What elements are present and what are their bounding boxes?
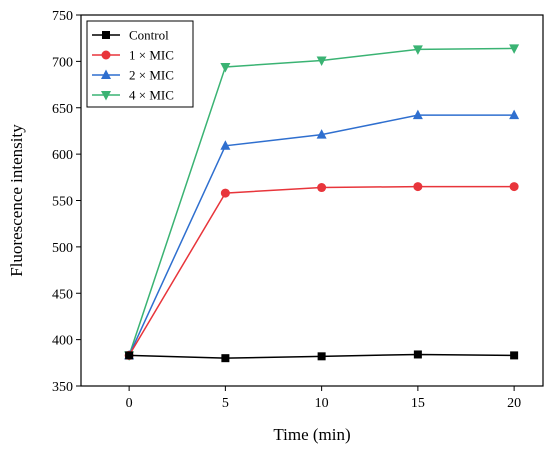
data-point xyxy=(317,183,327,193)
y-tick-label: 650 xyxy=(52,102,73,117)
legend-marker xyxy=(102,31,110,39)
data-point xyxy=(125,351,134,360)
legend-marker xyxy=(101,50,111,60)
legend-item: 4 × MIC xyxy=(92,88,174,103)
series-1-mic xyxy=(124,182,519,360)
y-tick-label: 450 xyxy=(52,287,73,302)
y-tick-label: 500 xyxy=(52,241,73,256)
y-tick-label: 400 xyxy=(52,334,73,349)
y-axis-title: Fluorescence intensity xyxy=(7,124,26,277)
series-control xyxy=(125,350,519,363)
data-point xyxy=(316,129,327,139)
data-point xyxy=(221,354,230,363)
legend-item: 1 × MIC xyxy=(92,48,174,63)
data-point xyxy=(412,109,423,120)
data-point xyxy=(413,350,422,359)
data-point xyxy=(316,56,327,66)
legend-label: 1 × MIC xyxy=(129,48,174,63)
legend-marker xyxy=(101,91,111,101)
y-tick-label: 600 xyxy=(52,148,73,163)
y-tick-label: 700 xyxy=(52,55,73,70)
x-tick-label: 0 xyxy=(126,396,133,411)
x-tick-label: 15 xyxy=(411,396,425,411)
y-tick-label: 550 xyxy=(52,195,73,210)
data-point xyxy=(220,188,230,198)
data-point xyxy=(412,45,423,55)
data-point xyxy=(509,182,519,192)
legend-item: Control xyxy=(92,28,169,43)
data-point xyxy=(413,182,423,192)
x-tick-label: 20 xyxy=(507,396,521,411)
series-line xyxy=(128,114,515,356)
legend-marker xyxy=(101,69,111,79)
legend: Control 1 × MIC 2 × MIC 4 × MIC xyxy=(86,20,194,108)
x-axis-title: Time (min) xyxy=(273,425,350,444)
series-2-mic xyxy=(124,109,520,360)
legend-label: 4 × MIC xyxy=(129,88,174,103)
data-point xyxy=(220,140,231,150)
x-tick-label: 10 xyxy=(315,396,329,411)
legend-label: 2 × MIC xyxy=(129,68,174,83)
data-point xyxy=(220,62,231,73)
data-point xyxy=(509,44,520,54)
data-point xyxy=(510,351,519,360)
y-tick-label: 350 xyxy=(52,380,73,395)
legend-label: Control xyxy=(129,28,169,43)
data-point xyxy=(317,352,326,361)
series-line xyxy=(128,185,515,356)
x-tick-label: 5 xyxy=(222,396,229,411)
data-point xyxy=(509,109,520,120)
legend-item: 2 × MIC xyxy=(92,68,174,83)
y-tick-label: 750 xyxy=(52,9,73,24)
